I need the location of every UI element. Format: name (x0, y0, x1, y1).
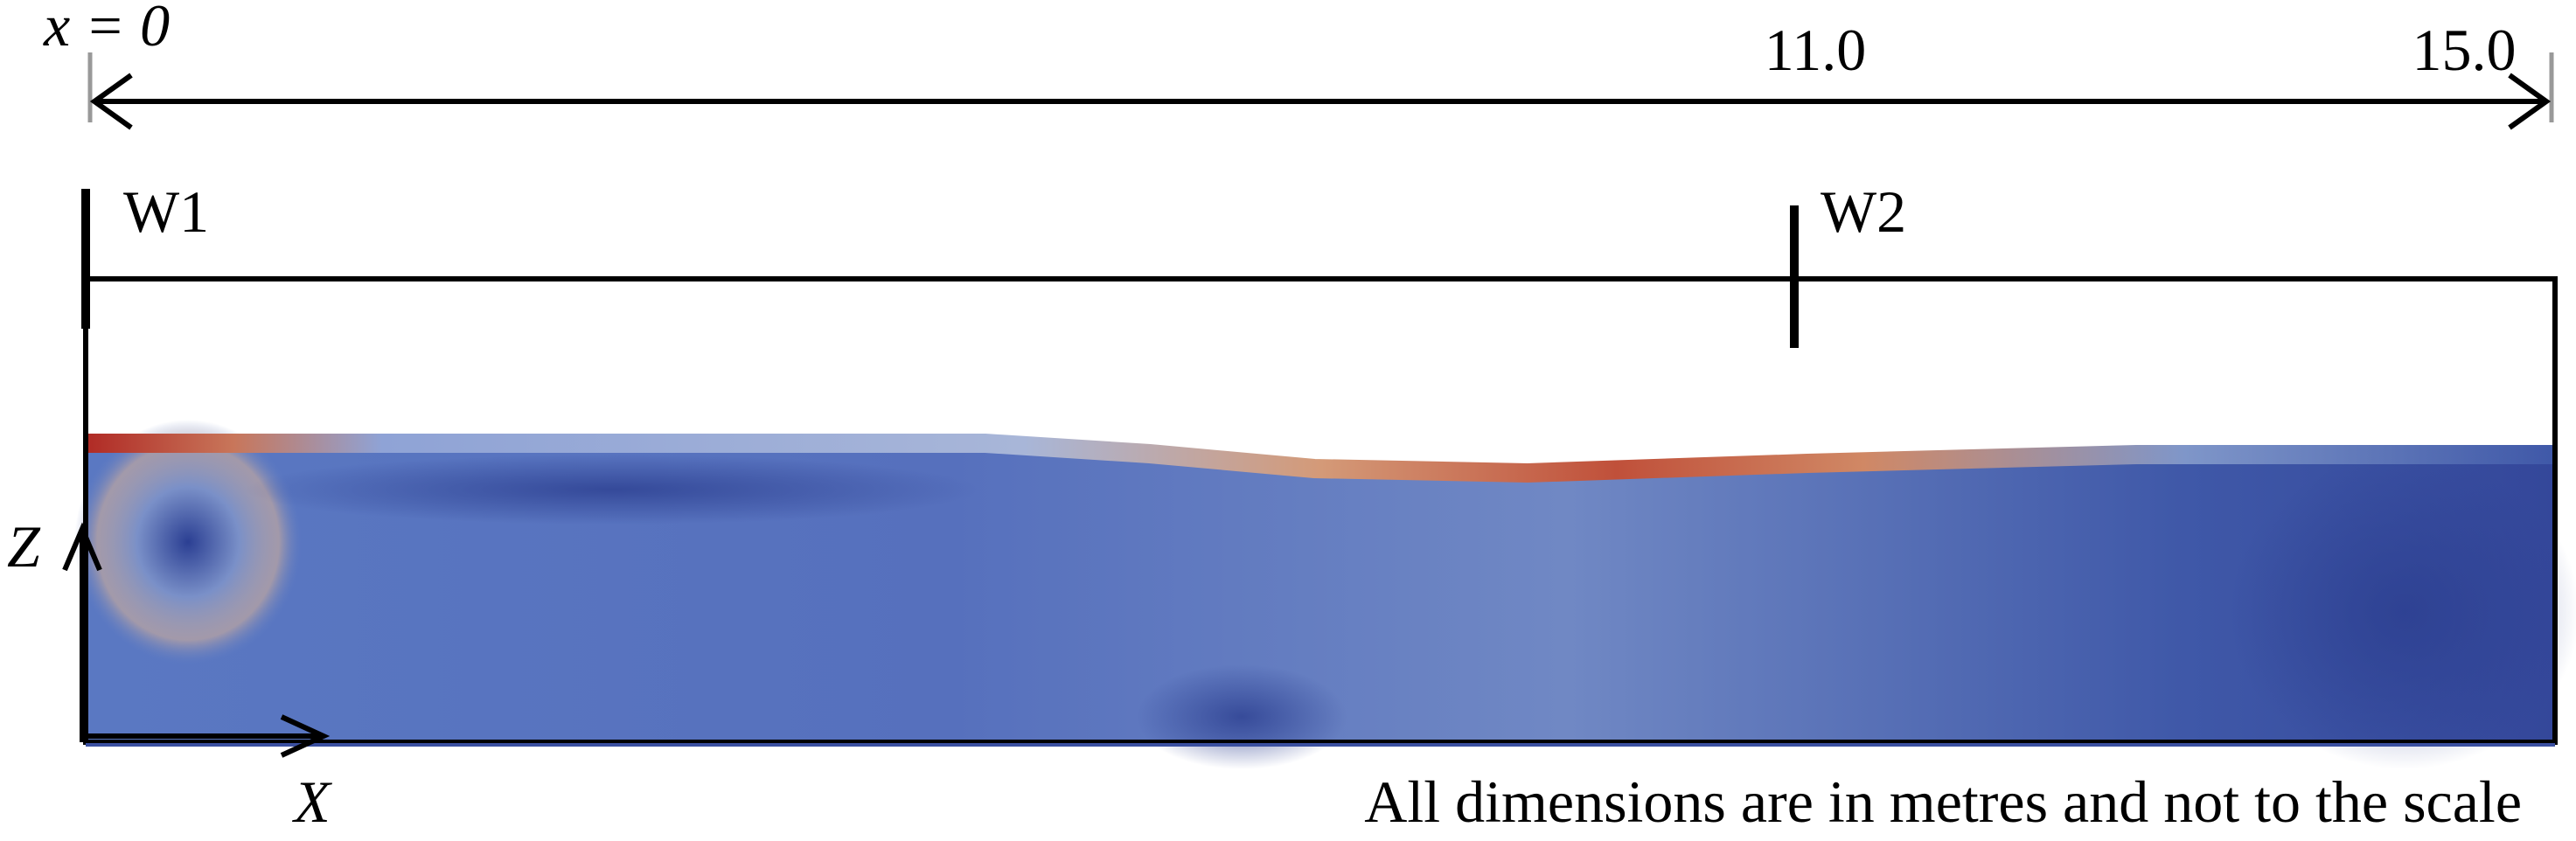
x-axis-label: X (291, 768, 332, 835)
z-axis-label: Z (7, 513, 41, 580)
dimension-start-label: x = 0 (43, 0, 170, 59)
scale-note: All dimensions are in metres and not to … (1364, 768, 2522, 835)
water (74, 420, 2576, 769)
dimension-arrowheads (89, 73, 2552, 130)
wall-w2-label: W2 (1821, 178, 1906, 245)
x-arrowhead (280, 714, 331, 758)
dimension-end-label: 15.0 (2412, 17, 2517, 83)
dimension-mark-label: 11.0 (1765, 17, 1866, 83)
wall-w1-label: W1 (123, 178, 209, 245)
tank (83, 276, 2558, 745)
z-arrowhead (62, 522, 102, 572)
